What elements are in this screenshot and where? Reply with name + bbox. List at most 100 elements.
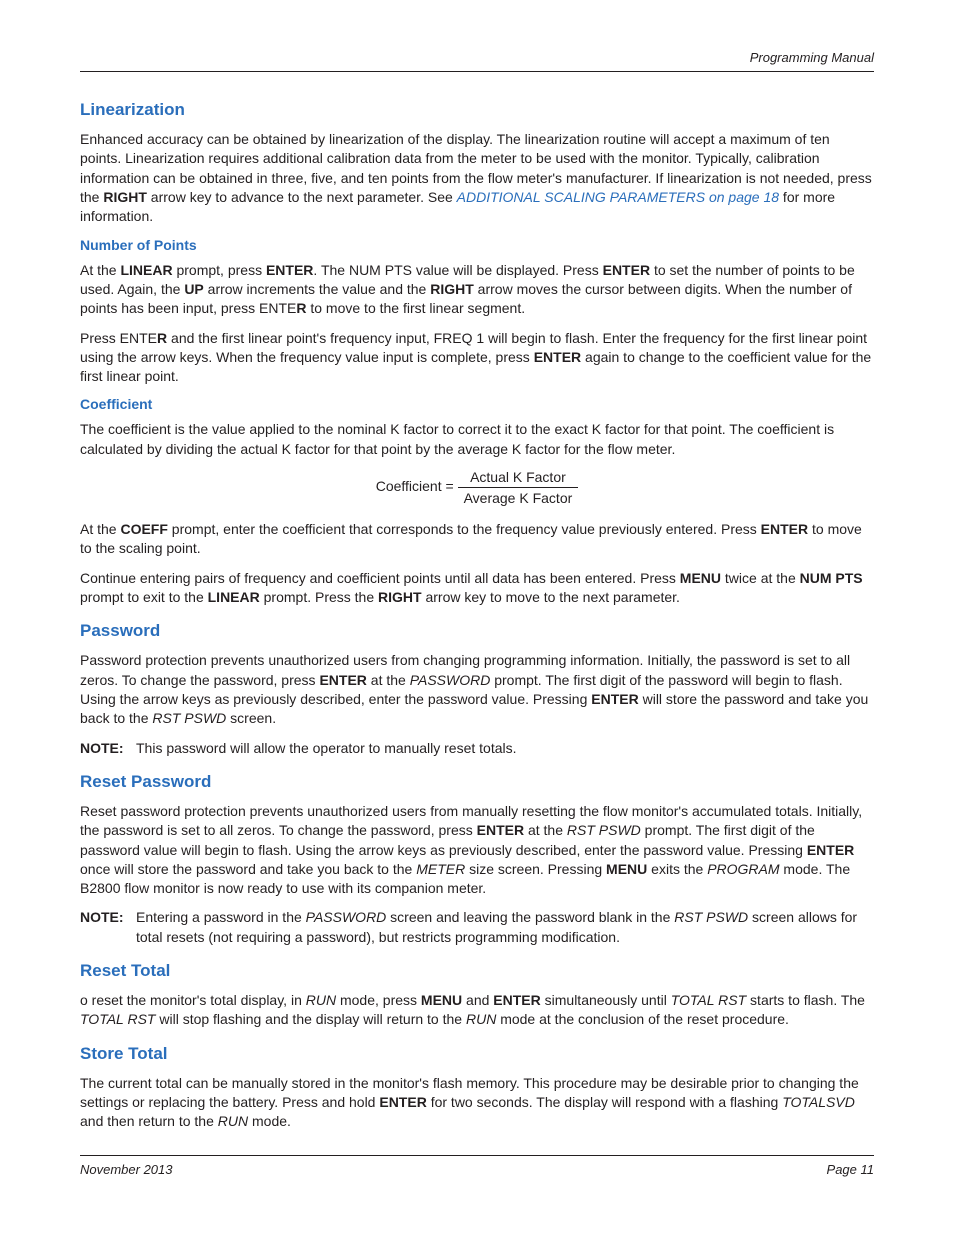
text: mode. — [248, 1113, 291, 1129]
text: screen and leaving the password blank in… — [386, 909, 674, 925]
bold-enter: ENTER — [319, 672, 366, 688]
coeff-para3: Continue entering pairs of frequency and… — [80, 569, 874, 608]
text: . The NUM PTS value will be displayed. P… — [313, 262, 602, 278]
coefficient-formula: Coefficient = Actual K Factor Average K … — [80, 469, 874, 506]
page-content: Programming Manual Linearization Enhance… — [80, 50, 874, 1175]
text: for two seconds. The display will respon… — [427, 1094, 782, 1110]
heading-linearization: Linearization — [80, 100, 874, 120]
link-additional-scaling[interactable]: ADDITIONAL SCALING PARAMETERS on page 18 — [457, 189, 779, 205]
heading-reset-password: Reset Password — [80, 772, 874, 792]
text: Entering a password in the — [136, 909, 306, 925]
heading-reset-total: Reset Total — [80, 961, 874, 981]
bold-right: RIGHT — [430, 281, 474, 297]
heading-number-of-points: Number of Points — [80, 237, 874, 253]
text: screen. — [226, 710, 276, 726]
text: prompt to exit to the — [80, 589, 208, 605]
bold-right: RIGHT — [103, 189, 147, 205]
bold-enter: ENTER — [761, 521, 808, 537]
text: mode at the conclusion of the reset proc… — [496, 1011, 789, 1027]
text: prompt. Press the — [260, 589, 378, 605]
text: prompt, press — [173, 262, 266, 278]
reset-total-para1: o reset the monitor's total display, in … — [80, 991, 874, 1030]
bold-enter: ENTER — [379, 1094, 426, 1110]
italic-run: RUN — [306, 992, 336, 1008]
italic-run: RUN — [218, 1113, 248, 1129]
bold-enter: ENTER — [591, 691, 638, 707]
italic-program: PROGRAM — [707, 861, 779, 877]
heading-password: Password — [80, 621, 874, 641]
password-note: NOTE: This password will allow the opera… — [80, 739, 874, 758]
text: will stop flashing and the display will … — [155, 1011, 466, 1027]
num-points-para2: Press ENTER and the first linear point's… — [80, 329, 874, 387]
text: exits the — [647, 861, 707, 877]
italic-rstpswd: RST PSWD — [152, 710, 226, 726]
note-label: NOTE: — [80, 908, 136, 947]
text: Continue entering pairs of frequency and… — [80, 570, 680, 586]
linearization-para1: Enhanced accuracy can be obtained by lin… — [80, 130, 874, 227]
bold-right: RIGHT — [378, 589, 422, 605]
text: mode, press — [336, 992, 421, 1008]
bold-enter: ENTER — [266, 262, 313, 278]
reset-password-note: NOTE: Entering a password in the PASSWOR… — [80, 908, 874, 947]
bold-enter: ENTER — [603, 262, 650, 278]
italic-totalsvd: TOTALSVD — [782, 1094, 855, 1110]
footer-page: Page 11 — [827, 1162, 874, 1177]
italic-password: PASSWORD — [410, 672, 491, 688]
italic-meter: METER — [416, 861, 465, 877]
bold-enter: ENTER — [477, 822, 524, 838]
note-label: NOTE: — [80, 739, 136, 758]
text: size screen. Pressing — [465, 861, 606, 877]
text: Press ENTE — [80, 330, 157, 346]
formula-lhs: Coefficient = — [376, 478, 458, 494]
bold-linear: LINEAR — [208, 589, 260, 605]
text: At the — [80, 262, 120, 278]
text: o reset the monitor's total display, in — [80, 992, 306, 1008]
text: and — [462, 992, 493, 1008]
bold-enter: ENTER — [493, 992, 540, 1008]
bold-enter: ENTER — [534, 349, 581, 365]
page-header: Programming Manual — [80, 50, 874, 71]
italic-run: RUN — [466, 1011, 496, 1027]
footer-date: November 2013 — [80, 1162, 173, 1177]
bold-enter: ENTER — [807, 842, 854, 858]
bold-coeff: COEFF — [120, 521, 167, 537]
footer-row: November 2013 Page 11 — [80, 1162, 874, 1177]
text: once will store the password and take yo… — [80, 861, 416, 877]
text: twice at the — [721, 570, 800, 586]
bold-linear: LINEAR — [120, 262, 172, 278]
header-rule — [80, 71, 874, 72]
fraction-numerator: Actual K Factor — [458, 469, 579, 488]
bold-up: UP — [184, 281, 203, 297]
bold-menu: MENU — [606, 861, 647, 877]
italic-totalrst: TOTAL RST — [80, 1011, 155, 1027]
page-footer: November 2013 Page 11 — [80, 1155, 874, 1177]
heading-coefficient: Coefficient — [80, 396, 874, 412]
text: arrow key to move to the next parameter. — [422, 589, 680, 605]
text: prompt, enter the coefficient that corre… — [168, 521, 761, 537]
text: starts to flash. The — [746, 992, 865, 1008]
text: arrow increments the value and the — [204, 281, 430, 297]
text: and then return to the — [80, 1113, 218, 1129]
num-points-para1: At the LINEAR prompt, press ENTER. The N… — [80, 261, 874, 319]
bold-menu: MENU — [421, 992, 462, 1008]
italic-rstpswd: RST PSWD — [567, 822, 641, 838]
bold-r: R — [157, 330, 167, 346]
fraction: Actual K Factor Average K Factor — [458, 469, 579, 506]
note-text: Entering a password in the PASSWORD scre… — [136, 908, 874, 947]
heading-store-total: Store Total — [80, 1044, 874, 1064]
coeff-para2: At the COEFF prompt, enter the coefficie… — [80, 520, 874, 559]
text: At the — [80, 521, 120, 537]
bold-menu: MENU — [680, 570, 721, 586]
footer-rule — [80, 1155, 874, 1156]
text: at the — [524, 822, 567, 838]
text: to move to the first linear segment. — [306, 300, 525, 316]
reset-password-para1: Reset password protection prevents unaut… — [80, 802, 874, 899]
italic-rstpswd: RST PSWD — [674, 909, 748, 925]
fraction-denominator: Average K Factor — [458, 488, 579, 506]
text: arrow key to advance to the next paramet… — [147, 189, 457, 205]
text: at the — [367, 672, 410, 688]
italic-password: PASSWORD — [306, 909, 387, 925]
italic-totalrst: TOTAL RST — [671, 992, 746, 1008]
store-total-para1: The current total can be manually stored… — [80, 1074, 874, 1132]
bold-num-pts: NUM PTS — [800, 570, 863, 586]
